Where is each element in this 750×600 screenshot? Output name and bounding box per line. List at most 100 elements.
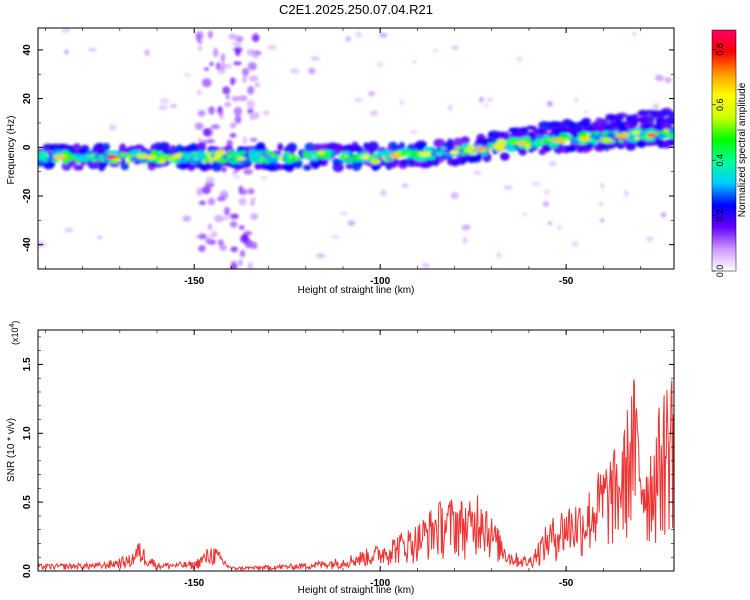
heatmap-speckle (657, 76, 667, 82)
heatmap-blobs (38, 28, 674, 269)
heatmap-ridge-core (618, 139, 624, 143)
heatmap-band-blob (198, 233, 207, 240)
heatmap-band-blob (224, 101, 232, 108)
heatmap-ridge-core (374, 152, 381, 158)
heatmap-band-blob (208, 106, 215, 115)
y-tick-label: 20 (22, 93, 33, 105)
heatmap-speckle (546, 100, 553, 107)
heatmap-ridge-core (572, 139, 580, 144)
heatmap-band-blob (216, 196, 226, 202)
heatmap-band-blob (229, 213, 239, 220)
heatmap-ridge-core (307, 152, 313, 158)
heatmap-hotspot (450, 150, 459, 155)
heatmap-speckle (347, 220, 356, 226)
colorbar-ticks: 0.0 0.2 0.4 0.6 0.8 (712, 43, 725, 277)
heatmap-band-blob (251, 36, 260, 41)
spectrogram-x-axis: -150 -100 -50 (45, 28, 641, 287)
heatmap-ridge-core (184, 152, 194, 157)
heatmap-hotspot (53, 155, 67, 160)
heatmap-band-blob (229, 122, 237, 129)
heatmap-ridge-core (263, 160, 271, 164)
heatmap-ridge-halo (389, 141, 398, 151)
heatmap-secondary-blob (572, 122, 579, 129)
heatmap-ridge-core (467, 151, 478, 155)
heatmap-ridge-halo (351, 162, 361, 169)
heatmap-band-blob (229, 220, 238, 228)
heatmap-ridge-halo (102, 142, 111, 151)
heatmap-ridge-halo (337, 145, 344, 151)
heatmap-speckle (64, 227, 74, 233)
heatmap-band-blob (201, 78, 212, 88)
snr-background (38, 330, 674, 571)
snr-y-label: SNR (10 * v/v) (6, 418, 17, 482)
y-tick-label: -40 (22, 237, 33, 252)
heatmap-band-blob (233, 106, 243, 117)
heatmap-speckle (623, 190, 629, 197)
heatmap-speckle (182, 215, 192, 222)
heatmap-speckle (88, 48, 97, 52)
heatmap-speckle (486, 97, 493, 102)
heatmap-ridge-core (129, 157, 138, 162)
heatmap-ridge-halo (538, 148, 547, 156)
heatmap-ridge-core (481, 150, 488, 156)
heatmap-band-blob (203, 67, 209, 72)
x-tick-label: -50 (559, 578, 574, 589)
heatmap-ridge-halo (211, 162, 223, 172)
heatmap-speckle (345, 36, 351, 42)
heatmap-speckle (531, 181, 541, 186)
heatmap-ridge-core (248, 149, 259, 156)
spectrogram-frame (37, 27, 675, 270)
heatmap-ridge-halo (73, 142, 81, 153)
heatmap-band-blob (235, 48, 241, 57)
heatmap-ridge-halo (570, 131, 578, 138)
heatmap-ridge-core (317, 155, 328, 160)
heatmap-ridge-halo (500, 153, 508, 160)
heatmap-band-blob (250, 241, 258, 250)
heatmap-band-blob (210, 124, 221, 130)
heatmap-band-blob (198, 245, 206, 252)
y-tick-label: 1.5 (22, 357, 33, 371)
heatmap-speckle (330, 234, 340, 239)
heatmap-speckle (238, 95, 248, 102)
heatmap-ridge-core (291, 153, 297, 158)
heatmap-hotspot (473, 146, 488, 151)
heatmap-band-blob (197, 110, 206, 117)
heatmap-speckle (380, 189, 387, 196)
heatmap-speckle (503, 185, 513, 190)
y-tick-label: -20 (22, 188, 33, 203)
heatmap-ridge-halo (626, 142, 636, 149)
heatmap-band-blob (235, 35, 244, 43)
heatmap-ridge-core (283, 151, 291, 156)
heatmap-speckle (473, 170, 482, 175)
heatmap-ridge-core (196, 150, 204, 157)
y-tick-label: 0 (22, 144, 33, 150)
heatmap-ridge-halo (518, 147, 527, 156)
heatmap-ridge-core (340, 151, 351, 156)
heatmap-ridge-core (382, 151, 390, 158)
y-tick-label: 0.0 (22, 564, 33, 578)
heatmap-band-blob (204, 237, 213, 245)
heatmap-ridge-core (182, 159, 189, 163)
heatmap-ridge-core (347, 156, 356, 161)
heatmap-band-blob (246, 99, 256, 110)
colorbar-tick-label: 0.6 (715, 99, 725, 112)
heatmap-ridge-core (510, 140, 518, 146)
heatmap-ridge-core (201, 160, 208, 164)
heatmap-band-blob (201, 186, 211, 194)
heatmap-ridge-core (253, 155, 261, 162)
heatmap-ridge-core (343, 160, 355, 164)
heatmap-speckle (376, 61, 385, 68)
heatmap-speckle (97, 235, 102, 240)
heatmap-ridge-core (202, 156, 208, 161)
heatmap-speckle (196, 89, 203, 96)
heatmap-band-blob (243, 168, 253, 175)
heatmap-band-blob (242, 135, 247, 145)
heatmap-hotspot (360, 155, 370, 160)
spectrogram-panel: -150 -100 -50 -40 -20 0 20 40 Height of straig… (6, 27, 675, 296)
heatmap-ridge-core (317, 150, 325, 156)
colorbar: 0.0 0.2 0.4 0.6 0.8 Normalized spectral ampl… (711, 29, 748, 277)
heatmap-ridge-halo (668, 138, 674, 146)
heatmap-ridge-halo (43, 161, 55, 170)
heatmap-ridge-core (176, 152, 182, 158)
